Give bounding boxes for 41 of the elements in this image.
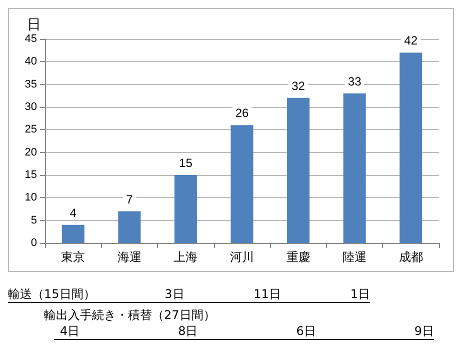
text: 9日 — [414, 323, 434, 339]
text: 4日 — [60, 323, 80, 339]
bar — [400, 52, 422, 243]
data-label: 42 — [404, 34, 418, 48]
text: 1日 — [350, 286, 370, 302]
y-tick-label: 5 — [30, 214, 37, 226]
text: 輸送（15日間） — [8, 286, 96, 302]
data-label: 33 — [348, 74, 362, 88]
y-tick-label: 30 — [24, 101, 37, 113]
bar — [230, 125, 254, 243]
y-tick-label: 20 — [24, 146, 37, 158]
text: 11日 — [254, 286, 281, 302]
text: 輸出入手続き・積替（27日間） — [44, 307, 216, 323]
text: 3日 — [164, 286, 184, 302]
y-axis-title: 日 — [27, 16, 41, 32]
bar — [62, 224, 84, 243]
x-tick-label: 河川 — [230, 250, 254, 264]
data-label: 15 — [179, 156, 193, 170]
y-tick-label: 35 — [24, 78, 37, 90]
bar — [174, 175, 197, 243]
x-tick-label: 陸運 — [342, 250, 367, 264]
y-tick-label: 10 — [24, 192, 37, 204]
x-tick-label: 海運 — [117, 250, 142, 264]
text: 6日 — [296, 323, 316, 339]
y-tick-label: 15 — [24, 169, 37, 181]
x-tick-label: 成都 — [398, 250, 423, 264]
y-tick-label: 0 — [30, 237, 37, 249]
bar — [118, 211, 141, 243]
x-tick-label: 東京 — [61, 250, 86, 264]
data-label: 7 — [126, 192, 134, 206]
bar — [287, 98, 310, 243]
x-tick-label: 上海 — [174, 250, 198, 264]
bar — [343, 93, 366, 243]
x-tick-label: 重慶 — [286, 250, 310, 264]
text: 8日 — [178, 323, 198, 339]
data-label: 4 — [70, 206, 77, 220]
data-label: 26 — [235, 106, 249, 120]
y-tick-label: 25 — [24, 124, 37, 136]
data-label: 32 — [292, 78, 306, 93]
y-tick-label: 40 — [24, 56, 37, 68]
y-tick-label: 45 — [24, 33, 37, 45]
